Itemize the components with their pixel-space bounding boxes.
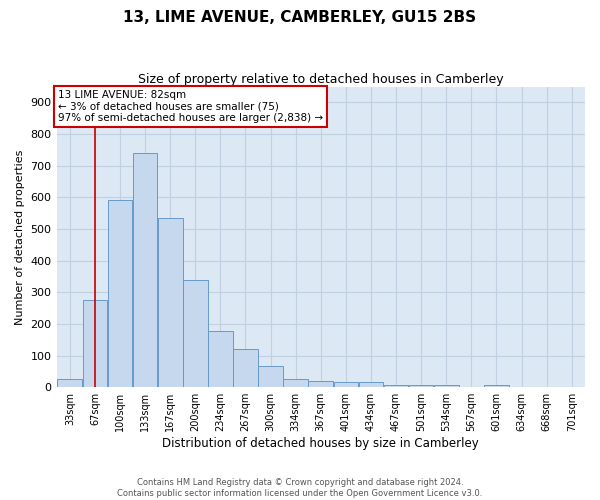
Bar [58, 378, 82, 387]
Bar [107, 200, 133, 387]
Bar [434, 384, 458, 387]
Text: Contains HM Land Registry data © Crown copyright and database right 2024.
Contai: Contains HM Land Registry data © Crown c… [118, 478, 482, 498]
Bar [83, 300, 107, 387]
Bar [409, 385, 433, 387]
Bar [258, 366, 283, 387]
Y-axis label: Number of detached properties: Number of detached properties [15, 149, 25, 324]
Bar [359, 382, 383, 387]
Bar [158, 218, 182, 387]
Bar [133, 153, 157, 387]
Bar [308, 381, 333, 387]
X-axis label: Distribution of detached houses by size in Camberley: Distribution of detached houses by size … [163, 437, 479, 450]
Bar [283, 380, 308, 387]
Bar [334, 382, 358, 387]
Text: 13, LIME AVENUE, CAMBERLEY, GU15 2BS: 13, LIME AVENUE, CAMBERLEY, GU15 2BS [124, 10, 476, 25]
Bar [484, 384, 509, 387]
Bar [208, 331, 233, 387]
Bar [383, 384, 409, 387]
Text: 13 LIME AVENUE: 82sqm
← 3% of detached houses are smaller (75)
97% of semi-detac: 13 LIME AVENUE: 82sqm ← 3% of detached h… [58, 90, 323, 123]
Bar [233, 349, 258, 387]
Bar [183, 280, 208, 387]
Title: Size of property relative to detached houses in Camberley: Size of property relative to detached ho… [138, 72, 503, 86]
